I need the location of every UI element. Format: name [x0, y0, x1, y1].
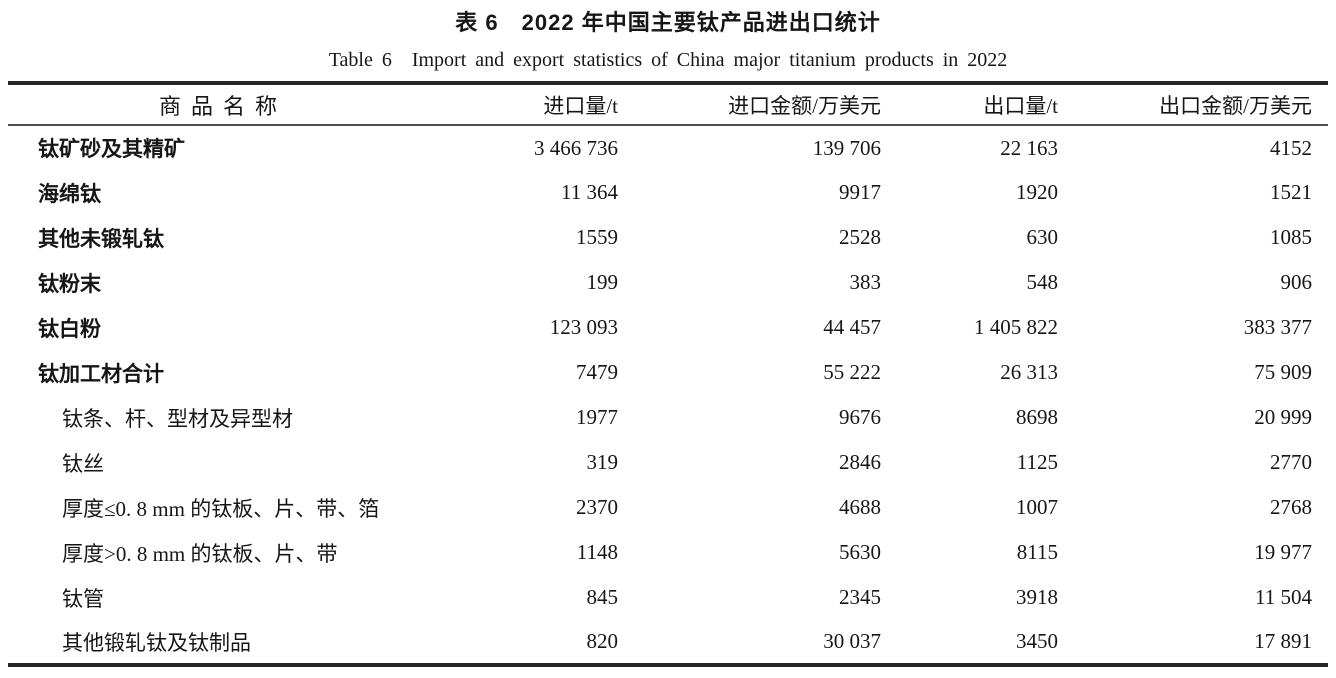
table-row: 钛管 845 2345 3918 11 504	[8, 575, 1328, 620]
export-quantity-cell: 630	[1026, 225, 1059, 249]
import-value-cell: 9917	[839, 180, 881, 204]
column-header-export-quantity: 出口量/t	[891, 83, 1068, 126]
product-name-cell: 海绵钛	[38, 182, 101, 206]
product-name-cell: 钛条、杆、型材及异型材	[62, 406, 293, 431]
export-value-cell: 17 891	[1254, 629, 1312, 653]
table-row: 其他未锻轧钛 1559 2528 630 1085	[8, 215, 1328, 260]
export-quantity-cell: 3450	[1016, 629, 1058, 653]
export-value-cell: 19 977	[1254, 540, 1312, 564]
import-value-cell: 55 222	[823, 360, 881, 384]
table-row: 钛粉末 199 383 548 906	[8, 260, 1328, 305]
product-name-cell: 钛白粉	[38, 317, 101, 341]
export-value-cell: 2770	[1270, 450, 1312, 474]
column-header-product-name: 商品名称	[8, 83, 428, 126]
table-title-zh: 表 6 2022 年中国主要钛产品进出口统计	[455, 10, 881, 35]
export-quantity-cell: 548	[1026, 270, 1059, 294]
column-header-import-quantity: 进口量/t	[428, 83, 628, 126]
export-quantity-cell: 22 163	[1000, 135, 1058, 160]
export-quantity-cell: 1125	[1016, 450, 1058, 474]
product-name-cell: 钛粉末	[38, 272, 101, 296]
table-row: 钛矿砂及其精矿 3 466 736 139 706 22 163 4152	[8, 125, 1328, 170]
import-quantity-cell: 319	[586, 450, 619, 474]
statistics-table: 商品名称 进口量/t 进口金额/万美元 出口量/t 出口金额/万美元 钛矿砂及其…	[8, 81, 1328, 667]
column-header-export-value: 出口金额/万美元	[1068, 83, 1328, 126]
column-header-import-value: 进口金额/万美元	[628, 83, 891, 126]
table-row: 钛丝 319 2846 1125 2770	[8, 440, 1328, 485]
import-value-cell: 2528	[839, 225, 881, 249]
import-value-cell: 5630	[839, 540, 881, 564]
import-quantity-cell: 3 466 736	[534, 135, 618, 160]
export-value-cell: 11 504	[1255, 585, 1312, 609]
export-value-cell: 906	[1280, 270, 1313, 294]
import-quantity-cell: 1148	[576, 540, 618, 564]
import-quantity-cell: 11 364	[561, 180, 618, 204]
import-value-cell: 4688	[839, 495, 881, 519]
table-row: 海绵钛 11 364 9917 1920 1521	[8, 170, 1328, 215]
table-row: 钛条、杆、型材及异型材 1977 9676 8698 20 999	[8, 395, 1328, 440]
export-value-cell: 1521	[1270, 180, 1312, 204]
export-quantity-cell: 1920	[1016, 180, 1058, 204]
product-name-cell: 其他未锻轧钛	[38, 227, 164, 251]
import-value-cell: 2345	[839, 585, 881, 609]
table-row: 厚度≤0. 8 mm 的钛板、片、带、箔 2370 4688 1007 2768	[8, 485, 1328, 530]
export-quantity-cell: 1 405 822	[974, 315, 1058, 339]
product-name-cell: 其他锻轧钛及钛制品	[62, 630, 251, 655]
import-value-cell: 9676	[839, 405, 881, 429]
table-row: 钛白粉 123 093 44 457 1 405 822 383 377	[8, 305, 1328, 350]
export-quantity-cell: 8115	[1016, 540, 1058, 564]
export-quantity-cell: 8698	[1016, 405, 1058, 429]
export-value-cell: 383 377	[1243, 315, 1312, 339]
table-row: 厚度>0. 8 mm 的钛板、片、带 1148 5630 8115 19 977	[8, 530, 1328, 575]
export-quantity-cell: 26 313	[1000, 360, 1058, 384]
table-title-en: Table 6 Import and export statistics of …	[328, 49, 1008, 71]
export-value-cell: 20 999	[1254, 405, 1312, 429]
export-quantity-cell: 1007	[1016, 495, 1058, 519]
import-value-cell: 2846	[839, 450, 881, 474]
import-quantity-cell: 7479	[576, 360, 618, 384]
table-row: 钛加工材合计 7479 55 222 26 313 75 909	[8, 350, 1328, 395]
import-quantity-cell: 1977	[576, 405, 618, 429]
product-name-cell: 钛矿砂及其精矿	[38, 138, 185, 161]
product-name-cell: 钛丝	[62, 451, 104, 476]
import-value-cell: 44 457	[823, 315, 881, 339]
import-value-cell: 383	[849, 270, 882, 294]
import-quantity-cell: 2370	[576, 495, 618, 519]
import-quantity-cell: 845	[586, 585, 619, 609]
import-quantity-cell: 1559	[576, 225, 618, 249]
export-value-cell: 4152	[1270, 135, 1312, 160]
product-name-cell: 钛管	[62, 586, 104, 611]
export-value-cell: 75 909	[1254, 360, 1312, 384]
product-name-cell: 厚度≤0. 8 mm 的钛板、片、带、箔	[62, 496, 380, 521]
import-quantity-cell: 123 093	[549, 315, 618, 339]
import-value-cell: 139 706	[812, 135, 881, 160]
table-body: 钛矿砂及其精矿 3 466 736 139 706 22 163 4152 海绵钛 11 3…	[8, 125, 1328, 665]
import-quantity-cell: 199	[586, 270, 619, 294]
product-name-cell: 钛加工材合计	[38, 362, 164, 386]
export-quantity-cell: 3918	[1016, 585, 1058, 609]
export-value-cell: 1085	[1270, 225, 1312, 249]
table-row: 其他锻轧钛及钛制品 820 30 037 3450 17 891	[8, 620, 1328, 665]
product-name-cell: 厚度>0. 8 mm 的钛板、片、带	[62, 541, 338, 566]
import-value-cell: 30 037	[823, 629, 881, 653]
export-value-cell: 2768	[1270, 495, 1312, 519]
header-row: 商品名称 进口量/t 进口金额/万美元 出口量/t 出口金额/万美元	[8, 83, 1328, 126]
import-quantity-cell: 820	[586, 629, 619, 653]
